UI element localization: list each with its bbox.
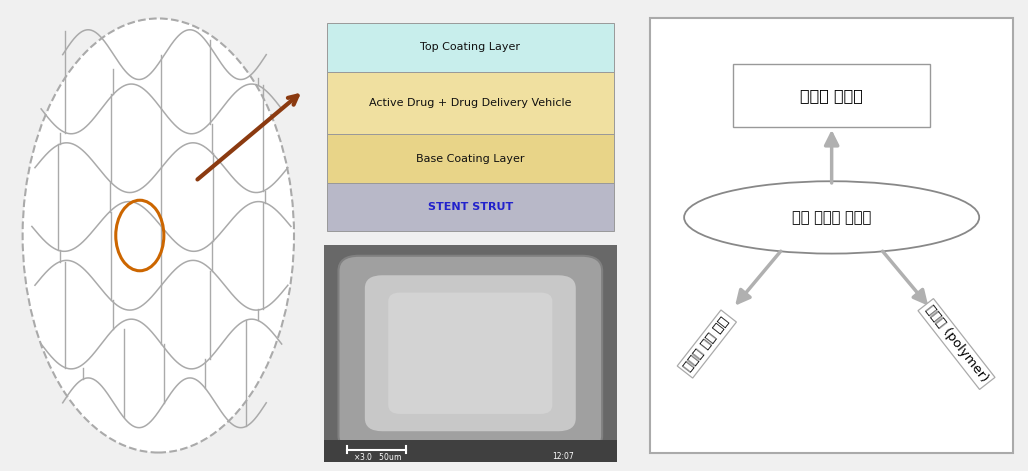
- Text: 적합한 스텐트: 적합한 스텐트: [800, 88, 864, 103]
- Text: Top Coating Layer: Top Coating Layer: [420, 42, 520, 52]
- FancyBboxPatch shape: [338, 256, 602, 451]
- Text: STENT STRUT: STENT STRUT: [428, 202, 513, 212]
- Text: 재협슠 방지 약물: 재협슠 방지 약물: [682, 315, 732, 374]
- Text: Active Drug + Drug Delivery Vehicle: Active Drug + Drug Delivery Vehicle: [369, 98, 572, 108]
- Bar: [327, 134, 614, 183]
- FancyBboxPatch shape: [733, 64, 930, 127]
- Ellipse shape: [23, 18, 294, 453]
- Text: 통합체 (polymer): 통합체 (polymer): [922, 303, 990, 385]
- Text: Base Coating Layer: Base Coating Layer: [416, 154, 524, 163]
- Bar: [327, 183, 614, 231]
- Bar: [327, 23, 614, 72]
- Text: $\times$3.0   50um: $\times$3.0 50um: [354, 451, 402, 462]
- Bar: [327, 72, 614, 134]
- Bar: [324, 440, 617, 462]
- FancyBboxPatch shape: [389, 292, 552, 414]
- Text: 12:07: 12:07: [552, 452, 574, 461]
- Text: 약물 용출성 스텐트: 약물 용출성 스텐트: [792, 210, 872, 225]
- FancyBboxPatch shape: [365, 275, 576, 431]
